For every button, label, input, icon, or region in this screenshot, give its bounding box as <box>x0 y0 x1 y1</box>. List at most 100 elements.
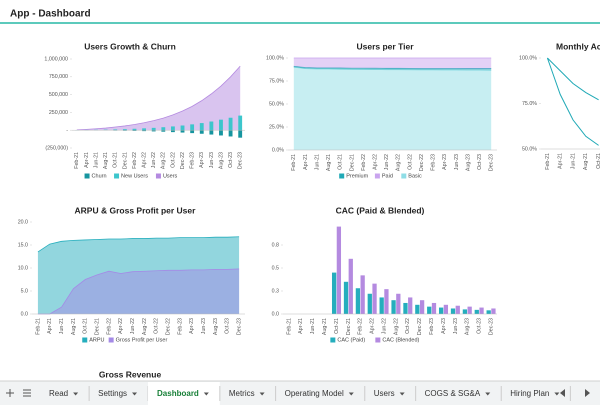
bar <box>238 115 243 131</box>
x-tick-label: Dec-23 <box>489 154 495 171</box>
bar <box>336 226 342 314</box>
sheet-tab[interactable]: Read <box>40 382 90 405</box>
bar <box>450 308 456 314</box>
bar <box>199 130 204 134</box>
tab-background <box>148 382 220 405</box>
y-tick-label: 5.0 <box>21 288 28 294</box>
x-tick-label: Dec-21 <box>122 152 128 169</box>
x-tick-label: Jun-22 <box>130 318 136 334</box>
bar <box>132 128 137 131</box>
bar <box>122 129 127 131</box>
y-tick-label: (250,000) <box>45 145 68 151</box>
x-tick-label: Feb-21 <box>74 152 80 169</box>
x-tick-label: Feb-23 <box>177 318 183 335</box>
x-tick-label: Dec-21 <box>349 154 355 171</box>
x-tick-label: Feb-22 <box>358 318 364 335</box>
x-tick-label: Feb-23 <box>431 154 437 171</box>
legend-swatch <box>82 337 88 343</box>
sheet-tab[interactable]: Dashboard <box>148 382 221 405</box>
bar <box>180 125 185 131</box>
y-tick-label: - <box>66 128 68 134</box>
tab-menu-arrow <box>132 392 138 396</box>
bar <box>180 130 185 133</box>
legend-label: Churn <box>92 173 107 179</box>
bar <box>113 129 118 131</box>
bar <box>474 309 479 314</box>
add-sheet-button[interactable] <box>6 389 14 397</box>
legend-swatch <box>330 337 336 343</box>
x-tick-label: Aug-22 <box>396 154 402 171</box>
y-tick-label: 75.0% <box>522 101 537 107</box>
x-tick-label: Aug-23 <box>465 154 471 171</box>
legend-swatch <box>401 173 407 179</box>
legend-swatch <box>374 173 380 179</box>
bar <box>161 127 166 131</box>
bar <box>367 293 372 314</box>
chart-title: Gross Revenue <box>99 369 162 379</box>
x-tick-label: Aug-21 <box>71 318 77 335</box>
x-tick-label: Apr-21 <box>47 318 53 334</box>
legend-swatch <box>114 173 120 179</box>
bar <box>151 130 156 132</box>
bar <box>209 121 214 131</box>
y-tick-label: 100.0% <box>266 55 284 61</box>
x-tick-label: Aug-23 <box>465 318 471 335</box>
x-tick-label: Feb-23 <box>429 318 435 335</box>
chart-title: Monthly Act <box>556 41 600 51</box>
bar <box>103 129 108 131</box>
sheet-tab[interactable]: Hiring Plan <box>501 382 571 405</box>
x-tick-label: Jun-23 <box>454 154 460 170</box>
bar <box>199 123 204 131</box>
all-sheets-button[interactable] <box>23 389 31 397</box>
legend-label: Paid <box>382 173 393 179</box>
bar <box>190 130 195 134</box>
x-tick-label: Aug-22 <box>161 152 167 169</box>
sheet-tab[interactable]: COGS & SG&A <box>416 382 502 405</box>
bar <box>228 130 233 137</box>
x-tick-label: Apr-23 <box>442 154 448 170</box>
sheet-tab[interactable]: Users <box>365 382 417 405</box>
x-tick-label: Feb-21 <box>291 154 297 171</box>
bar <box>431 302 437 314</box>
scroll-tabs-buttons[interactable] <box>560 389 590 397</box>
legend-label: Users <box>163 173 178 179</box>
tab-menu-arrow <box>554 392 560 396</box>
sheet-title: App - Dashboard <box>10 9 91 20</box>
x-tick-label: Aug-21 <box>103 152 109 169</box>
x-tick-label: Jun-23 <box>453 318 459 334</box>
bar <box>151 127 156 131</box>
x-tick-label: Jun-22 <box>384 154 390 170</box>
x-tick-label: Jun-21 <box>570 153 576 169</box>
x-tick-label: Oct-21 <box>596 153 600 169</box>
bar <box>486 310 491 314</box>
x-tick-label: Dec-21 <box>94 318 100 335</box>
x-tick-label: Aug-21 <box>322 318 328 335</box>
x-tick-label: Apr-21 <box>84 152 90 168</box>
bar <box>228 117 233 131</box>
x-tick-label: Jun-21 <box>310 318 316 334</box>
x-tick-label: Oct-21 <box>83 318 89 334</box>
line <box>546 57 599 146</box>
legend-label: CAC (Paid) <box>337 337 365 343</box>
legend-swatch <box>375 337 381 343</box>
area <box>76 66 241 131</box>
bar <box>209 130 214 135</box>
legend-swatch <box>339 173 345 179</box>
bar <box>427 306 432 314</box>
x-tick-label: Apr-21 <box>298 318 304 334</box>
y-tick-label: 0.3 <box>272 288 279 294</box>
sheet-tab[interactable]: Operating Model <box>276 382 366 405</box>
tab-label: Operating Model <box>285 389 344 398</box>
x-tick-label: Dec-23 <box>236 318 242 335</box>
bar <box>396 293 401 314</box>
sheet-tab[interactable]: Metrics <box>220 382 277 405</box>
x-tick-label: Apr-23 <box>441 318 447 334</box>
area-edge <box>37 268 240 315</box>
y-tick-label: 0.8 <box>272 242 279 248</box>
legend-label: Basic <box>408 173 422 179</box>
tab-label: Read <box>49 389 68 398</box>
y-tick-label: 0.5 <box>272 265 279 271</box>
y-tick-label: 20.0 <box>18 219 28 225</box>
